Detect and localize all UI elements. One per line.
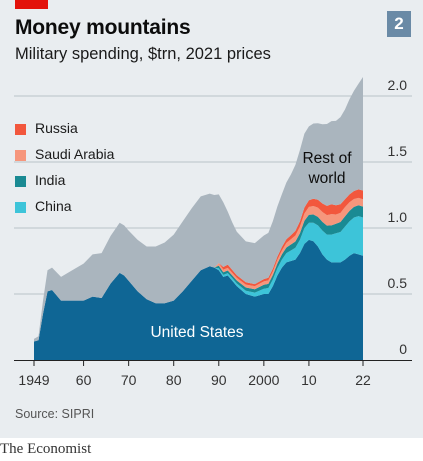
x-tick-label-6: 10 xyxy=(301,372,317,388)
series-area-rest-of-world xyxy=(34,76,363,342)
brand-red-tag xyxy=(15,0,48,9)
x-tick-label-5: 2000 xyxy=(248,372,279,388)
area-layer xyxy=(34,76,363,360)
axis-layer: 0 0.5 1.0 1.5 2.0 1949 60 70 80 90 2000 10 22 xyxy=(14,77,412,388)
x-tick-label-7: 22 xyxy=(355,372,371,388)
x-tick-label-4: 90 xyxy=(211,372,227,388)
publisher-brand: The Economist xyxy=(0,441,92,457)
y-tick-label-3: 1.5 xyxy=(388,143,408,159)
series-area-united-states xyxy=(34,239,363,360)
y-tick-label-4: 2.0 xyxy=(388,77,408,93)
annotation-united-states: United States xyxy=(150,324,243,341)
source-note: Source: SIPRI xyxy=(15,407,95,421)
x-tick-label-2: 70 xyxy=(121,372,137,388)
legend-swatch-india xyxy=(15,176,26,187)
chart-subtitle: Military spending, $trn, 2021 prices xyxy=(15,45,271,63)
x-tick-label-0: 1949 xyxy=(18,372,49,388)
chart-number-badge: 2 xyxy=(387,11,411,37)
x-tick-label-3: 80 xyxy=(166,372,182,388)
legend-label-india: India xyxy=(35,172,66,188)
chart-title: Money mountains xyxy=(15,16,191,39)
annotation-layer: United States Rest of world xyxy=(150,150,352,341)
legend-swatch-saudi-arabia xyxy=(15,150,26,161)
legend-label-russia: Russia xyxy=(35,120,78,136)
x-tick-label-1: 60 xyxy=(76,372,92,388)
legend-swatch-china xyxy=(15,202,26,213)
annotation-rest-of-world: Rest of world xyxy=(302,150,352,187)
y-tick-label-0: 0 xyxy=(399,341,407,357)
y-tick-label-1: 0.5 xyxy=(388,275,408,291)
legend-swatch-russia xyxy=(15,124,26,135)
y-tick-label-2: 1.0 xyxy=(388,209,408,225)
legend-label-saudi-arabia: Saudi Arabia xyxy=(35,146,115,162)
chart-card: Money mountains Military spending, $trn,… xyxy=(0,0,423,438)
stacked-area-chart: 0 0.5 1.0 1.5 2.0 1949 60 70 80 90 2000 10 22 United… xyxy=(14,76,412,388)
legend-label-china: China xyxy=(35,198,72,214)
